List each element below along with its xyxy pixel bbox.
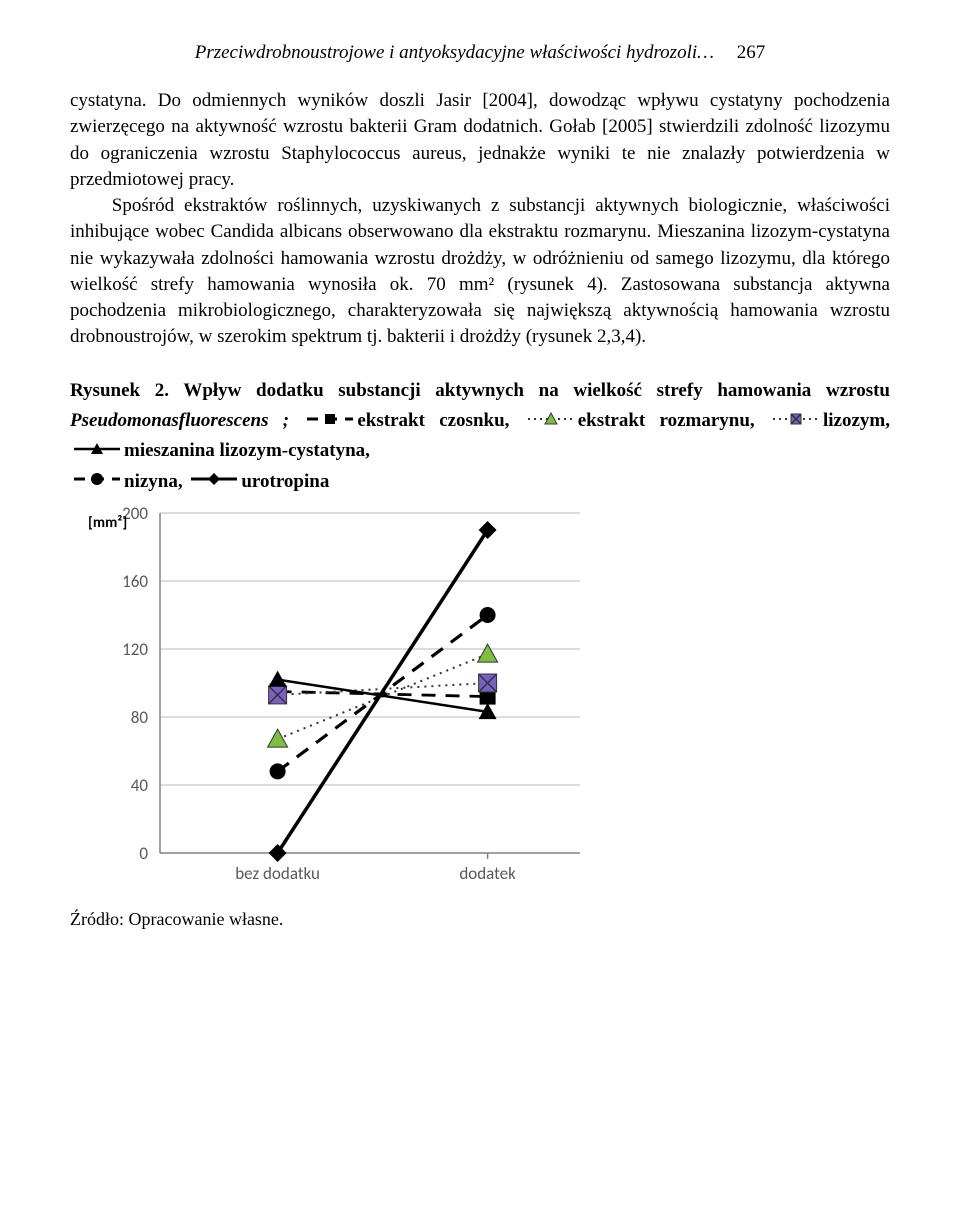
chart-container: 04080120160200[mm²]bez dodatkudodatek — [80, 503, 890, 901]
page-number: 267 — [737, 42, 766, 63]
svg-text:0: 0 — [139, 843, 148, 864]
paragraph-2: Spośród ekstraktów roślinnych, uzyskiwan… — [70, 193, 890, 350]
legend-lysozyme-icon — [773, 407, 819, 436]
svg-text:bez dodatku: bez dodatku — [235, 863, 320, 884]
chart-svg: 04080120160200[mm²]bez dodatkudodatek — [80, 503, 600, 893]
caption-text1: Wpływ dodatku substancji aktywnych na wi… — [169, 380, 890, 401]
svg-text:dodatek: dodatek — [459, 863, 516, 884]
caption-species: Pseudomonasfluorescens ; — [70, 410, 303, 431]
figure-caption: Rysunek 2. Wpływ dodatku substancji akty… — [70, 376, 890, 497]
svg-text:[mm²]: [mm²] — [88, 514, 127, 532]
svg-text:120: 120 — [122, 639, 148, 660]
svg-text:160: 160 — [122, 571, 148, 592]
header-title: Przeciwdrobnoustrojowe i antyoksydacyjne… — [195, 42, 714, 63]
legend-lysozyme: lizozym, — [823, 410, 890, 431]
legend-urotropine: urotropina — [241, 471, 329, 492]
paragraph-1: cystatyna. Do odmiennych wyników doszli … — [70, 88, 890, 193]
legend-nisin: nizyna, — [124, 471, 187, 492]
figure-source: Źródło: Opracowanie własne. — [70, 907, 890, 932]
body-text: cystatyna. Do odmiennych wyników doszli … — [70, 88, 890, 350]
legend-rosemary: eks­trakt rozmarynu, — [578, 410, 769, 431]
legend-urotropine-icon — [191, 467, 237, 496]
legend-nisin-icon — [74, 467, 120, 496]
legend-mix-icon — [74, 437, 120, 466]
legend-rosemary-icon — [528, 407, 574, 436]
svg-text:40: 40 — [131, 775, 149, 796]
legend-garlic: ekstrakt czosnku, — [357, 410, 523, 431]
legend-garlic-icon — [307, 407, 353, 436]
caption-lead: Rysunek 2. — [70, 380, 169, 401]
legend-mix: mieszanina lizozym-cystatyna, — [124, 440, 370, 461]
running-header: Przeciwdrobnoustrojowe i antyoksydacyjne… — [70, 40, 890, 66]
svg-text:80: 80 — [131, 707, 149, 728]
